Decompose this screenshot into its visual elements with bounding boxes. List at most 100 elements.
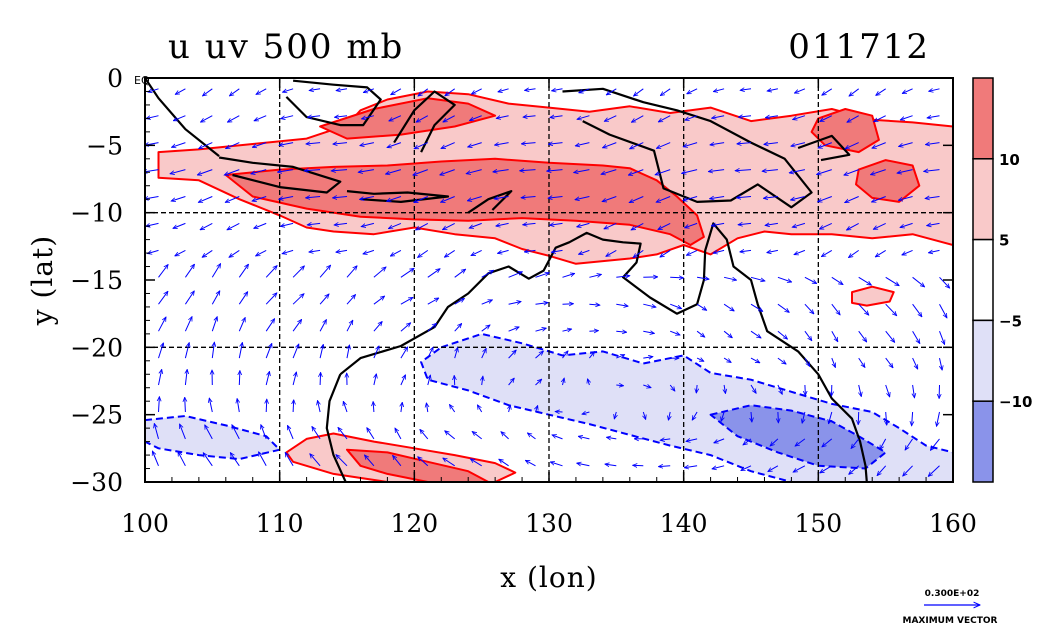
wind-vector-280 — [427, 323, 437, 332]
wind-vector-231 — [723, 276, 737, 280]
wind-vector-387 — [886, 411, 887, 425]
wind-vector-328 — [912, 357, 919, 369]
wind-vector-10 — [418, 88, 429, 96]
wind-vector-124 — [252, 196, 267, 202]
colorbar-segment-4 — [972, 400, 994, 483]
colorbar: 10 5 −5 −10 — [972, 77, 1032, 483]
wind-vector-346 — [588, 379, 590, 386]
wind-vector-367 — [343, 401, 348, 413]
wind-vector-264 — [804, 303, 814, 314]
wind-vector-360 — [159, 397, 160, 413]
wind-vector-12 — [471, 88, 482, 94]
wind-vector-335 — [292, 372, 296, 386]
wind-vector-357 — [885, 384, 890, 397]
wind-vector-300 — [158, 343, 164, 359]
wind-vector-32 — [201, 115, 213, 122]
wind-vector-35 — [281, 115, 294, 119]
wind-vector-322 — [750, 357, 760, 363]
wind-vector-441 — [712, 465, 725, 469]
wind-vector-382 — [751, 411, 752, 422]
wind-vector-106 — [574, 169, 590, 173]
contour-region-10 — [851, 285, 895, 307]
wind-vector-251 — [454, 299, 465, 305]
x-tick-label-110: 110 — [256, 509, 304, 538]
wind-vector-191 — [444, 249, 455, 257]
wind-vector-390 — [154, 424, 159, 440]
wind-vector-82 — [737, 143, 752, 144]
wind-vector-11 — [445, 88, 455, 96]
wind-vector-395 — [288, 425, 294, 440]
wind-vector-373 — [509, 405, 511, 413]
wind-vector-76 — [575, 142, 590, 146]
wind-vector-238 — [912, 276, 925, 287]
wind-vector-352 — [750, 384, 756, 393]
wind-vector-179 — [927, 223, 940, 225]
wind-vector-266 — [858, 303, 869, 315]
colorbar-label--5: −5 — [999, 312, 1022, 330]
wind-vector-446 — [849, 465, 860, 475]
wind-vector-70 — [414, 142, 429, 150]
wind-vector-48 — [631, 115, 644, 123]
wind-vector-289 — [670, 330, 680, 335]
wind-vector-417 — [880, 438, 887, 450]
wind-vector-141 — [710, 197, 725, 199]
wind-vector-34 — [254, 115, 267, 121]
wind-vector-14 — [525, 89, 536, 91]
coastline-6 — [467, 190, 513, 214]
wind-vector-207 — [875, 249, 886, 257]
wind-vector-89 — [925, 143, 940, 145]
wind-vector-65 — [279, 142, 294, 146]
wind-vector-277 — [346, 320, 353, 332]
wind-vector-432 — [470, 459, 482, 467]
y-tick-label--15: −15 — [70, 266, 123, 295]
wind-vector-38 — [362, 115, 375, 119]
wind-vector-166 — [577, 222, 590, 227]
wind-vector-196 — [579, 249, 590, 254]
wind-vector-420 — [152, 451, 159, 466]
wind-vector-412 — [743, 438, 752, 445]
colorbar-segment-2 — [972, 238, 994, 322]
wind-vector-227 — [616, 276, 630, 278]
wind-vector-336 — [320, 372, 321, 386]
axis-ticks — [144, 77, 954, 483]
wind-vector-214 — [265, 266, 277, 278]
wind-vector-368 — [373, 402, 374, 413]
wind-vector-313 — [508, 350, 517, 359]
wind-vector-115 — [817, 169, 832, 175]
wind-vector-422 — [203, 453, 213, 467]
wind-vector-129 — [387, 196, 402, 202]
wind-vector-225 — [562, 273, 575, 278]
wind-vector-374 — [536, 406, 538, 413]
wind-vector-52 — [738, 116, 752, 117]
wind-vector-347 — [616, 385, 623, 386]
wind-vector-306 — [319, 344, 323, 359]
wind-vector-392 — [205, 425, 213, 440]
wind-vector-223 — [508, 272, 523, 278]
wind-vector-104 — [520, 170, 536, 171]
wind-vector-423 — [230, 453, 240, 467]
wind-vector-212 — [211, 264, 220, 278]
wind-vector-63 — [226, 142, 240, 150]
x-tick-label-130: 130 — [525, 509, 573, 538]
wind-vector-45 — [550, 116, 563, 118]
wind-vector-348 — [643, 385, 651, 388]
wind-vector-36 — [308, 116, 321, 118]
wind-vector-421 — [178, 452, 186, 467]
wind-vector-271 — [184, 317, 193, 332]
wind-vector-43 — [496, 116, 509, 119]
wind-vector-114 — [789, 169, 806, 173]
wind-vector-17 — [606, 88, 617, 95]
wind-vector-186 — [309, 250, 321, 252]
wind-vector-160 — [416, 222, 429, 230]
wind-vector-16 — [579, 88, 590, 93]
wind-vector-283 — [508, 327, 520, 332]
wind-vector-98 — [358, 169, 374, 173]
wind-vector-183 — [229, 249, 240, 257]
y-tick-label--10: −10 — [70, 199, 123, 228]
wind-vector-5 — [283, 88, 294, 92]
wind-vectors — [145, 88, 950, 477]
wind-vector-157 — [334, 223, 348, 225]
wind-vector-430 — [418, 457, 429, 467]
coastline-3 — [218, 156, 342, 194]
wind-vector-252 — [481, 300, 493, 305]
